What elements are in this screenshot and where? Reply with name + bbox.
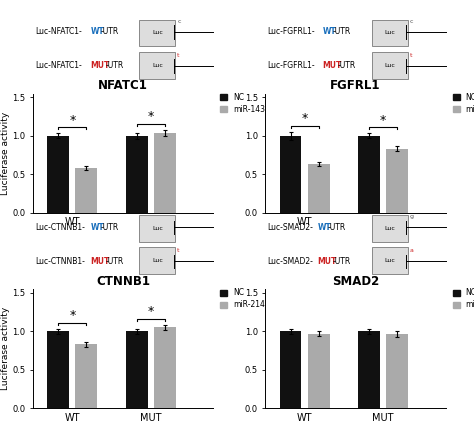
Bar xyxy=(47,136,69,212)
Bar xyxy=(126,331,147,408)
FancyBboxPatch shape xyxy=(372,52,408,79)
Text: Luc-CTNNB1-: Luc-CTNNB1- xyxy=(35,223,85,232)
Text: g: g xyxy=(410,214,413,219)
Text: Luc: Luc xyxy=(152,226,163,231)
Bar xyxy=(154,327,176,408)
FancyBboxPatch shape xyxy=(139,52,175,79)
Text: Luc-FGFRL1-: Luc-FGFRL1- xyxy=(267,62,315,71)
Y-axis label: Luciferase activity: Luciferase activity xyxy=(0,307,9,390)
FancyBboxPatch shape xyxy=(372,20,408,46)
Text: -UTR: -UTR xyxy=(100,28,119,37)
Text: MUT: MUT xyxy=(323,62,342,71)
Text: -UTR: -UTR xyxy=(100,223,119,232)
Text: Luc-NFATC1-: Luc-NFATC1- xyxy=(35,28,82,37)
Bar xyxy=(386,334,408,408)
Bar xyxy=(154,133,176,212)
Title: FGFRL1: FGFRL1 xyxy=(330,79,381,92)
Bar xyxy=(358,136,380,212)
Legend: NC, miR-145-5p: NC, miR-145-5p xyxy=(451,287,474,311)
Text: MUT: MUT xyxy=(318,257,337,266)
Bar xyxy=(280,136,301,212)
Text: c: c xyxy=(410,19,413,24)
Text: *: * xyxy=(147,110,154,123)
Legend: NC, miR-143-3p: NC, miR-143-3p xyxy=(219,91,280,116)
Legend: NC, miR-210-3p: NC, miR-210-3p xyxy=(451,91,474,116)
Text: Luc-SMAD2-: Luc-SMAD2- xyxy=(267,223,313,232)
Text: t: t xyxy=(177,53,180,58)
Text: Luc-SMAD2-: Luc-SMAD2- xyxy=(267,257,313,266)
Text: *: * xyxy=(301,112,308,125)
Bar xyxy=(308,164,329,212)
Text: -UTR: -UTR xyxy=(333,257,351,266)
Title: NFATC1: NFATC1 xyxy=(98,79,148,92)
Text: -UTR: -UTR xyxy=(106,62,124,71)
Bar xyxy=(75,344,97,408)
Text: Luc: Luc xyxy=(152,63,163,68)
Title: SMAD2: SMAD2 xyxy=(332,275,379,288)
Text: t: t xyxy=(177,248,180,253)
Text: Luc: Luc xyxy=(384,258,395,263)
Text: MUT: MUT xyxy=(91,257,110,266)
Text: *: * xyxy=(69,113,75,127)
Text: *: * xyxy=(147,305,154,318)
Bar xyxy=(75,168,97,212)
Text: Luc: Luc xyxy=(384,31,395,35)
Bar xyxy=(47,331,69,408)
Text: a: a xyxy=(410,248,413,253)
Text: *: * xyxy=(69,309,75,322)
Text: Luc: Luc xyxy=(384,63,395,68)
Text: -UTR: -UTR xyxy=(338,62,356,71)
Text: -UTR: -UTR xyxy=(333,28,351,37)
Text: MUT: MUT xyxy=(91,62,110,71)
Bar xyxy=(308,334,329,408)
Text: Luc-CTNNB1-: Luc-CTNNB1- xyxy=(35,257,85,266)
Text: WT: WT xyxy=(91,28,104,37)
Bar xyxy=(386,149,408,212)
FancyBboxPatch shape xyxy=(139,20,175,46)
Text: t: t xyxy=(410,53,412,58)
Text: WT: WT xyxy=(318,223,331,232)
FancyBboxPatch shape xyxy=(139,215,175,242)
Text: -UTR: -UTR xyxy=(328,223,346,232)
Y-axis label: Luciferase activity: Luciferase activity xyxy=(0,111,9,195)
FancyBboxPatch shape xyxy=(139,247,175,275)
Bar xyxy=(126,136,147,212)
Text: Luc: Luc xyxy=(152,31,163,35)
Text: Luc-NFATC1-: Luc-NFATC1- xyxy=(35,62,82,71)
Text: Luc-FGFRL1-: Luc-FGFRL1- xyxy=(267,28,315,37)
FancyBboxPatch shape xyxy=(372,247,408,275)
Text: -UTR: -UTR xyxy=(106,257,124,266)
Bar xyxy=(358,331,380,408)
Bar xyxy=(280,331,301,408)
Text: WT: WT xyxy=(91,223,104,232)
Text: c: c xyxy=(177,19,181,24)
Text: *: * xyxy=(380,113,386,127)
Title: CTNNB1: CTNNB1 xyxy=(96,275,150,288)
Text: Luc: Luc xyxy=(152,258,163,263)
Legend: NC, miR-214-3p: NC, miR-214-3p xyxy=(219,287,279,311)
FancyBboxPatch shape xyxy=(372,215,408,242)
Text: Luc: Luc xyxy=(384,226,395,231)
Text: WT: WT xyxy=(323,28,337,37)
